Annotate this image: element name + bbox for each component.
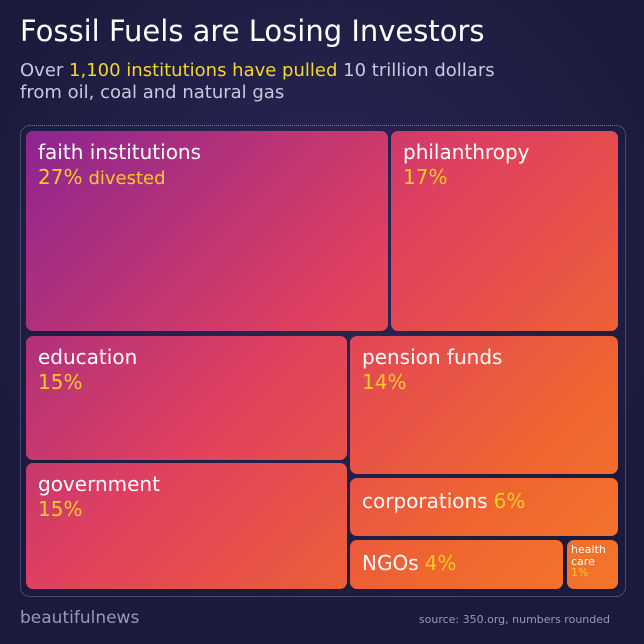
annotation: divested (88, 168, 166, 189)
tile-label: government (38, 472, 160, 496)
value-label: 4% (424, 551, 457, 575)
tile-label: NGOs (362, 551, 419, 575)
subtitle-part: 10 trillion dollars (343, 60, 495, 81)
treemap-frame (20, 125, 626, 597)
subtitle-highlight: 1,100 institutions have pulled (69, 60, 338, 81)
subtitle: from oil, coal and natural gas (20, 82, 285, 103)
value-label: 1% (571, 566, 589, 580)
tile-label: education (38, 345, 138, 369)
value-label: 14% (362, 370, 407, 394)
tile-label: corporations (362, 489, 488, 513)
source: source: 350.org, numbers rounded (418, 613, 610, 626)
treemap-tile: health care 1% (567, 540, 618, 589)
treemap-tile: faith institutions 27% divested (26, 131, 388, 331)
treemap-tile: philanthropy 17% (391, 131, 618, 331)
tile-label: pension funds (362, 345, 503, 369)
chart-title: Fossil Fuels are Losing Investors (20, 14, 485, 48)
tile-label: philanthropy (403, 140, 530, 164)
value-label: 15% (38, 497, 83, 521)
value-label: 27% divested (38, 165, 166, 189)
treemap-tile: government 15% (26, 463, 347, 589)
treemap-tile: NGOs 4% (350, 540, 563, 589)
value-label: 17% (403, 165, 448, 189)
treemap-tile: pension funds 14% (350, 336, 618, 474)
treemap-tile: corporations 6% (350, 478, 618, 536)
tile-label: faith institutions (38, 140, 202, 164)
tile-label: health care (571, 543, 606, 568)
brand: beautifulnews (20, 608, 140, 628)
value-label: 15% (38, 370, 83, 394)
treemap-tile: education 15% (26, 336, 347, 460)
subtitle: Over 1,100 institutions have pulled 10 t… (20, 60, 495, 81)
subtitle-part: Over (20, 60, 64, 81)
value-label: 6% (493, 489, 526, 513)
